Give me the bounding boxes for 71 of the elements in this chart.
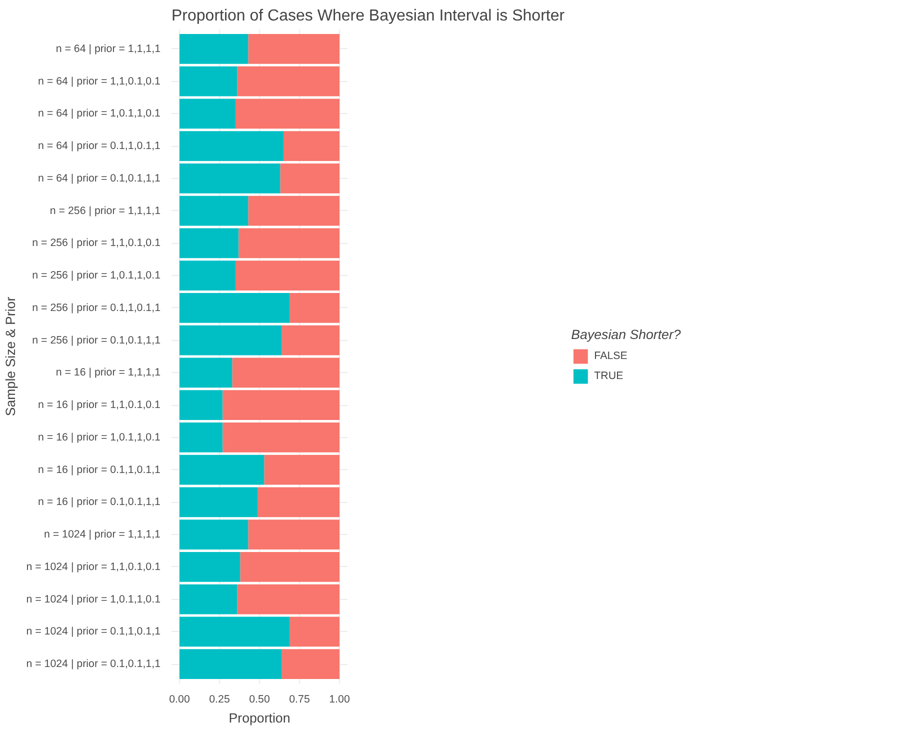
bar <box>180 390 223 420</box>
bar <box>280 164 340 194</box>
bar <box>180 260 236 290</box>
y-tick-label: n = 16 | prior = 0.1,1,0.1,1 <box>38 464 161 476</box>
y-tick-label: n = 256 | prior = 1,1,1,1 <box>50 204 161 217</box>
bar <box>180 616 290 647</box>
bar <box>180 649 282 679</box>
bar <box>222 422 340 452</box>
x-tick-label: 0.00 <box>169 694 190 706</box>
y-tick-label: n = 64 | prior = 1,0.1,1,0.1 <box>38 108 161 120</box>
x-tick-label: 0.50 <box>249 694 270 706</box>
bar <box>180 196 248 226</box>
y-axis-title: Sample Size & Prior <box>3 296 18 416</box>
bar <box>238 228 340 258</box>
y-tick-label: n = 64 | prior = 0.1,0.1,1,1 <box>38 172 161 184</box>
bar <box>248 34 340 64</box>
bar <box>180 584 238 614</box>
bar <box>282 649 340 679</box>
x-tick-label: 0.75 <box>289 694 310 706</box>
bar <box>236 260 340 290</box>
bar <box>258 487 340 518</box>
bar <box>180 325 282 356</box>
y-tick-label: n = 1024 | prior = 1,0.1,1,0.1 <box>26 593 161 606</box>
x-tick-label: 0.25 <box>209 694 230 706</box>
x-axis-title: Proportion <box>228 710 290 726</box>
bar <box>240 552 340 582</box>
bar <box>180 293 290 323</box>
y-tick-label: n = 256 | prior = 0.1,1,0.1,1 <box>32 302 161 314</box>
y-tick-label: n = 64 | prior = 1,1,0.1,0.1 <box>38 75 161 88</box>
bar <box>237 584 340 614</box>
bar <box>236 98 340 129</box>
y-tick-label: n = 64 | prior = 0.1,1,0.1,1 <box>38 140 161 152</box>
bar <box>232 358 340 388</box>
y-tick-label: n = 256 | prior = 1,0.1,1,0.1 <box>32 270 161 282</box>
bar <box>248 196 340 226</box>
bar <box>290 293 340 323</box>
x-tick-label: 1.00 <box>329 694 350 706</box>
y-tick-label: n = 1024 | prior = 0.1,1,0.1,1 <box>26 626 161 638</box>
bar <box>264 454 340 485</box>
bar <box>180 66 238 96</box>
bar <box>180 228 239 258</box>
legend-title: Bayesian Shorter? <box>571 327 681 342</box>
y-tick-label: n = 256 | prior = 0.1,0.1,1,1 <box>32 334 161 346</box>
bar <box>180 454 264 485</box>
y-tick-label: n = 1024 | prior = 1,1,1,1 <box>44 528 161 541</box>
legend-label: TRUE <box>594 370 624 382</box>
y-tick-label: n = 16 | prior = 1,0.1,1,0.1 <box>38 431 161 444</box>
y-tick-label: n = 1024 | prior = 1,1,0.1,0.1 <box>26 560 161 573</box>
bar <box>180 98 236 129</box>
bar <box>284 131 340 161</box>
bar <box>290 616 340 647</box>
bar <box>180 131 284 161</box>
bar <box>180 164 280 194</box>
y-tick-label: n = 64 | prior = 1,1,1,1 <box>56 42 161 55</box>
bar <box>180 552 240 582</box>
y-tick-label: n = 16 | prior = 1,1,1,1 <box>56 366 161 379</box>
legend-label: FALSE <box>594 350 628 362</box>
chart-title: Proportion of Cases Where Bayesian Interval is Shorter <box>172 8 566 24</box>
bar <box>248 520 340 550</box>
y-tick-label: n = 256 | prior = 1,1,0.1,0.1 <box>32 237 161 250</box>
y-tick-label: n = 16 | prior = 0.1,0.1,1,1 <box>38 496 161 508</box>
bar <box>180 34 248 64</box>
bar <box>180 487 258 518</box>
bar <box>237 66 340 96</box>
y-tick-label: n = 1024 | prior = 0.1,0.1,1,1 <box>26 658 161 670</box>
y-tick-label: n = 16 | prior = 1,1,0.1,0.1 <box>38 399 161 412</box>
bar <box>180 422 223 452</box>
bar <box>180 358 232 388</box>
bar <box>180 520 248 550</box>
bar <box>282 325 340 356</box>
bar <box>222 390 340 420</box>
